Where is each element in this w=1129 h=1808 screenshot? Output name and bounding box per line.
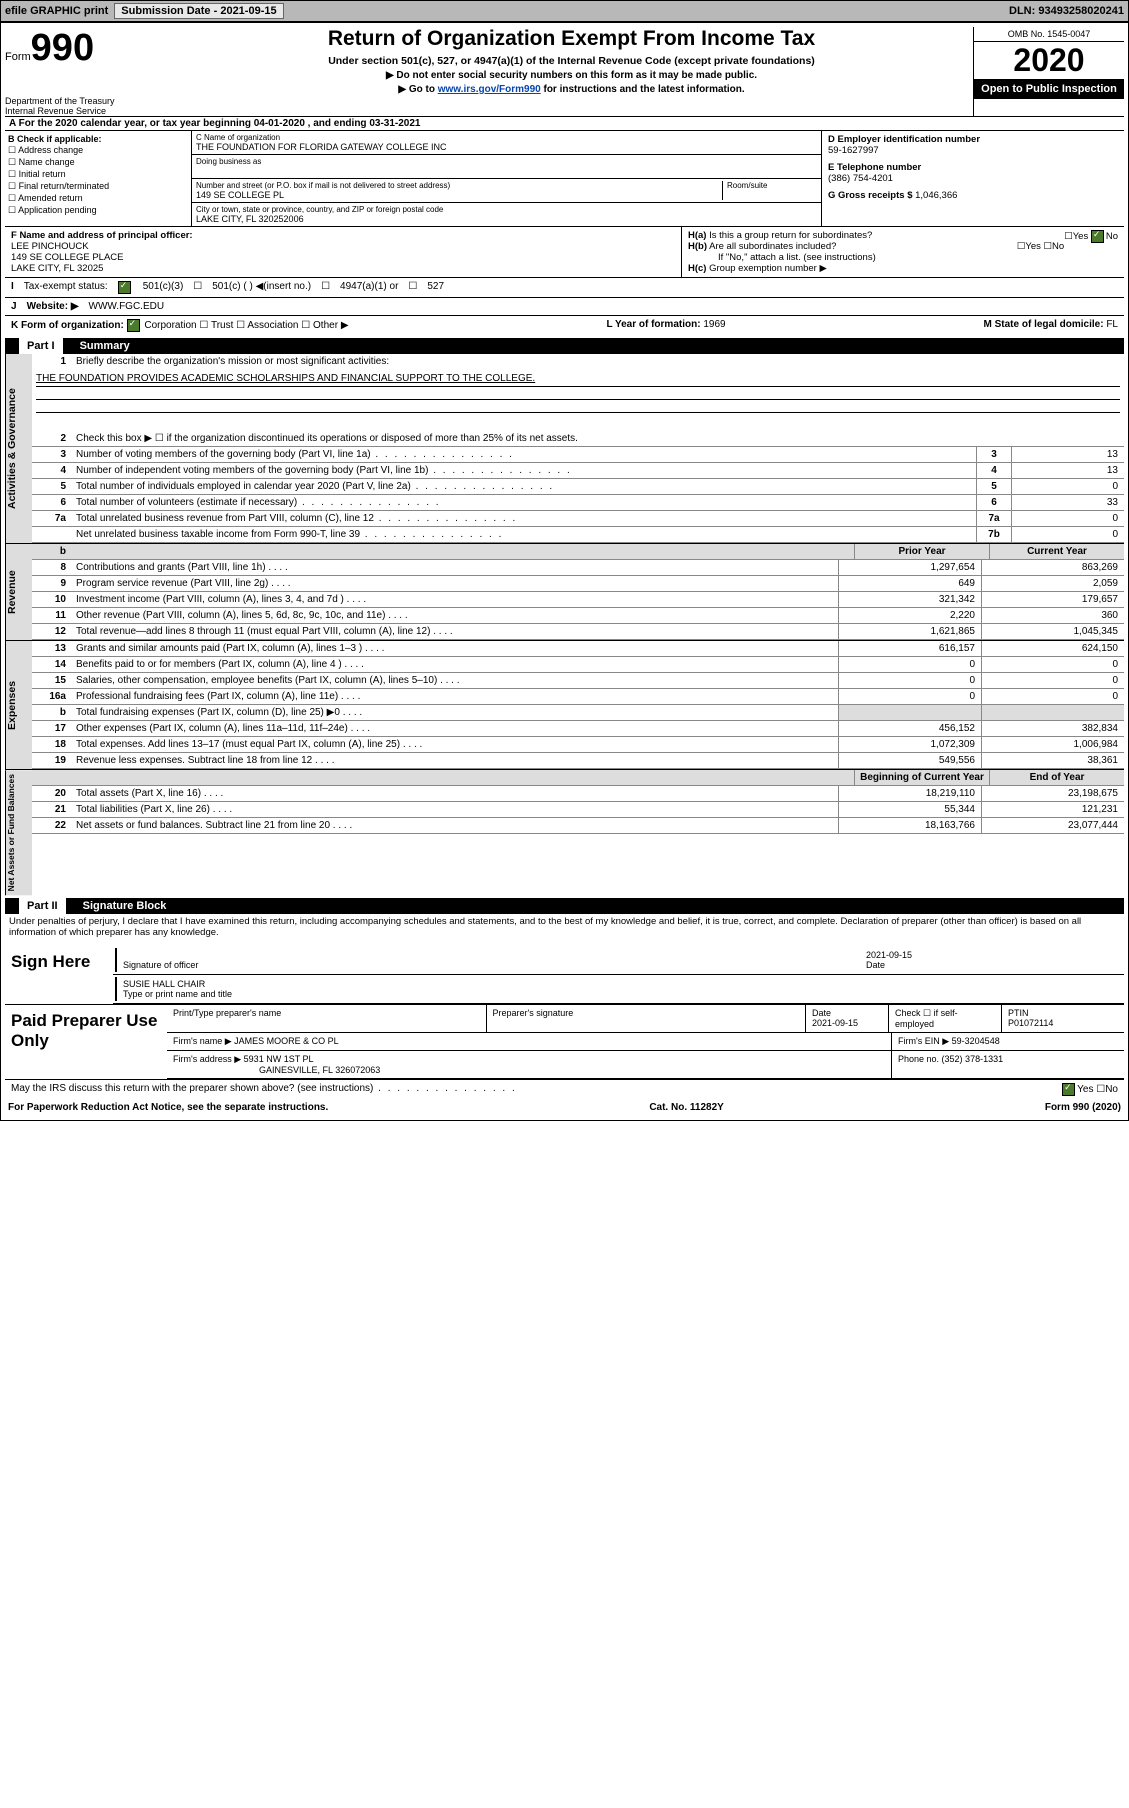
part-ii-header: Part II Signature Block: [5, 898, 1124, 914]
page-title: Return of Organization Exempt From Incom…: [176, 27, 967, 51]
irs-link[interactable]: www.irs.gov/Form990: [438, 84, 541, 95]
efile-label: efile GRAPHIC print: [5, 5, 108, 17]
part-i-header: Part I Summary: [5, 338, 1124, 354]
period-row: A For the 2020 calendar year, or tax yea…: [5, 116, 1124, 130]
checkboxes-b: B Check if applicable: ☐ Address change …: [5, 131, 192, 226]
form-id: Form990 Department of the Treasury Inter…: [5, 27, 170, 116]
topbar: efile GRAPHIC print efile GRAPHIC print …: [0, 0, 1129, 22]
